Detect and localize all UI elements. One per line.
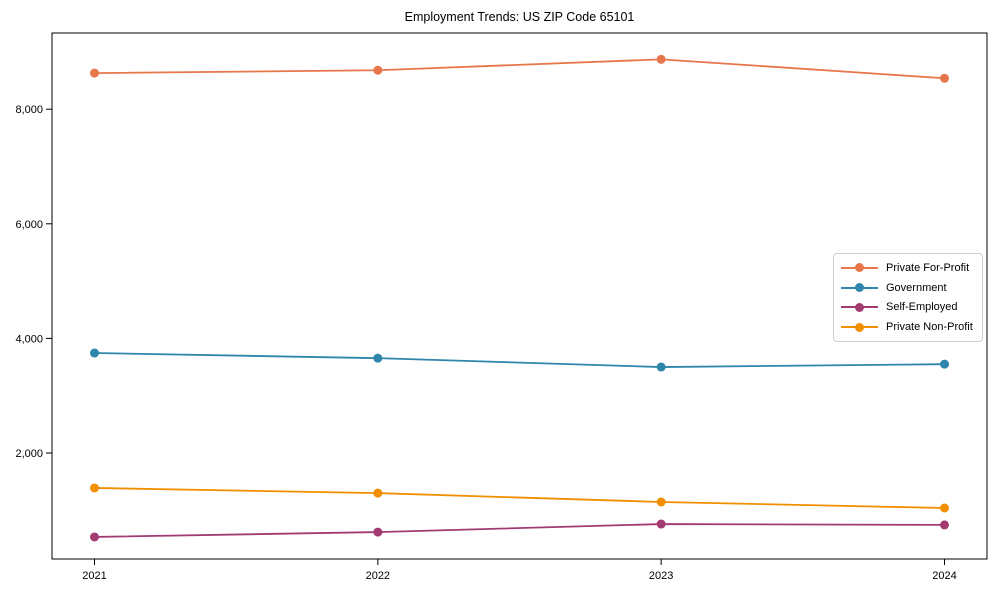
data-point-self-employed (940, 520, 949, 530)
y-tick-label: 4,000 (15, 333, 43, 345)
legend-item: Private For-Profit (841, 258, 975, 278)
legend-marker-icon (841, 322, 878, 332)
data-point-self-employed (90, 532, 99, 542)
series-line-self-employed (94, 523, 945, 538)
legend-item: Government (841, 278, 975, 298)
x-tick-label: 2023 (649, 570, 673, 582)
data-point-government (373, 353, 383, 363)
y-tick-label: 8,000 (15, 104, 43, 116)
data-point-private-non-profit (373, 488, 383, 498)
y-axis-ticks: 2,000 4,000 6,000 8,000 (15, 104, 52, 460)
data-point-self-employed (373, 527, 383, 537)
data-point-private-for-profit (656, 54, 666, 64)
plot-frame (51, 32, 988, 560)
data-point-private-for-profit (940, 73, 949, 83)
x-tick-label: 2022 (366, 570, 390, 582)
series-line-private-non-profit (94, 487, 945, 509)
y-tick-label: 6,000 (15, 219, 43, 231)
legend-label: Self-Employed (886, 301, 958, 314)
chart-title: Employment Trends: US ZIP Code 65101 (405, 10, 635, 24)
legend-marker-icon (841, 263, 878, 273)
legend: Private For-Profit Government Self-Employe… (833, 253, 983, 342)
data-point-government (656, 362, 666, 372)
legend-label: Private Non-Profit (886, 321, 973, 334)
data-point-government (940, 359, 949, 369)
legend-marker-icon (841, 283, 878, 293)
legend-item: Private Non-Profit (841, 317, 975, 337)
data-point-private-for-profit (373, 65, 383, 75)
data-point-private-non-profit (90, 483, 99, 493)
legend-marker-icon (841, 302, 878, 312)
data-point-private-non-profit (656, 497, 666, 507)
series-lines (90, 54, 949, 542)
data-point-self-employed (656, 519, 666, 529)
legend-label: Private For-Profit (886, 261, 970, 274)
x-tick-label: 2021 (82, 570, 106, 582)
series-line-private-for-profit (94, 58, 945, 80)
x-tick-label: 2024 (932, 570, 956, 582)
x-axis-ticks: 2021 2022 2023 2024 (82, 559, 957, 582)
legend-item: Self-Employed (841, 298, 975, 318)
y-tick-label: 2,000 (15, 448, 43, 460)
legend-label: Government (886, 281, 947, 294)
data-point-government (90, 348, 99, 358)
data-point-private-non-profit (940, 503, 949, 513)
data-point-private-for-profit (90, 68, 99, 78)
series-line-government (94, 352, 945, 368)
